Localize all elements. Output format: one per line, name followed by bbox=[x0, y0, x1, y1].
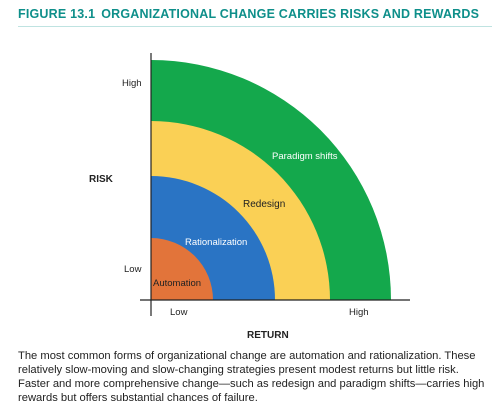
figure-title: ORGANIZATIONAL CHANGE CARRIES RISKS AND … bbox=[101, 7, 480, 21]
band-automation bbox=[151, 238, 213, 300]
return-axis-title: RETURN bbox=[247, 330, 289, 341]
figure-number: FIGURE 13.1 bbox=[18, 7, 96, 21]
return-high-tick: High bbox=[349, 307, 369, 318]
figure-caption: The most common forms of organizational … bbox=[18, 350, 485, 404]
header-divider bbox=[18, 26, 492, 27]
risk-axis-title: RISK bbox=[89, 174, 114, 185]
risk-low-tick: Low bbox=[124, 264, 142, 275]
redesign-label: Redesign bbox=[243, 199, 285, 210]
automation-label: Automation bbox=[153, 278, 201, 289]
return-low-tick: Low bbox=[170, 307, 188, 318]
figure-heading: FIGURE 13.1 ORGANIZATIONAL CHANGE CARRIES… bbox=[18, 7, 479, 21]
rationalization-label: Rationalization bbox=[185, 237, 247, 248]
paradigm-shifts-label: Paradigm shifts bbox=[272, 151, 338, 162]
risk-high-tick: High bbox=[122, 78, 142, 89]
